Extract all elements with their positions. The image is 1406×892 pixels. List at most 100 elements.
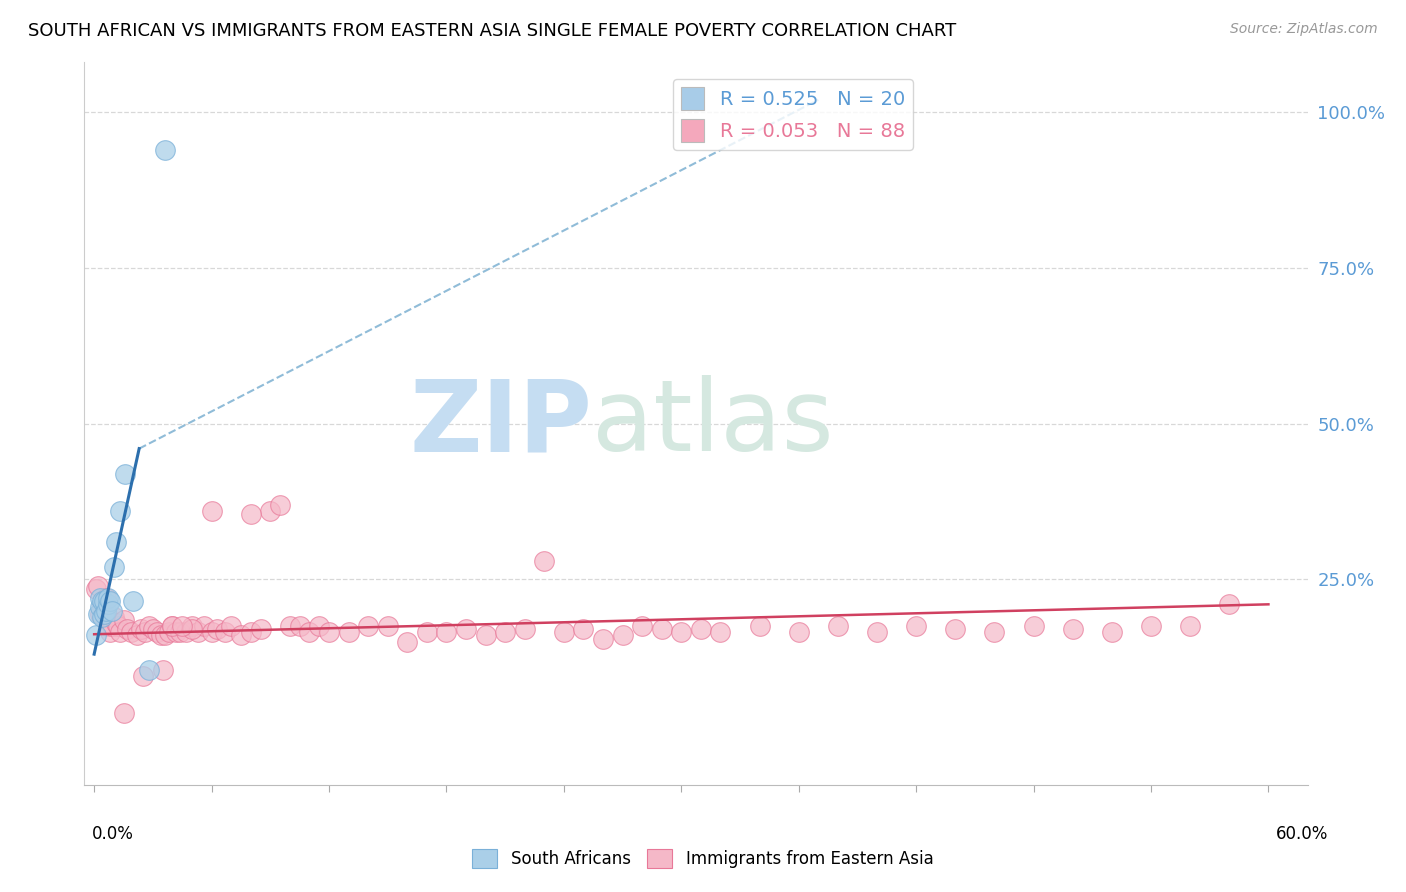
Point [269, 498, 291, 512]
Point [1140, 619, 1163, 633]
Point [112, 706, 135, 721]
Point [97, 591, 120, 606]
Point [87, 607, 110, 621]
Point [112, 613, 135, 627]
Point [165, 625, 187, 640]
Point [308, 619, 330, 633]
Point [533, 554, 555, 568]
Point [454, 622, 477, 636]
Text: 0.0%: 0.0% [91, 825, 134, 843]
Point [298, 625, 321, 640]
Point [249, 622, 271, 636]
Point [129, 622, 152, 636]
Point [153, 143, 176, 157]
Point [114, 467, 136, 481]
Point [337, 625, 360, 640]
Point [200, 625, 222, 640]
Point [229, 628, 252, 642]
Point [122, 594, 145, 608]
Point [172, 619, 194, 633]
Point [89, 600, 111, 615]
Point [612, 628, 634, 642]
Point [103, 560, 125, 574]
Point [278, 619, 301, 633]
Point [377, 619, 399, 633]
Point [93, 607, 115, 621]
Point [127, 628, 149, 642]
Point [146, 625, 169, 640]
Point [91, 609, 114, 624]
Point [866, 625, 889, 640]
Text: SOUTH AFRICAN VS IMMIGRANTS FROM EASTERN ASIA SINGLE FEMALE POVERTY CORRELATION : SOUTH AFRICAN VS IMMIGRANTS FROM EASTERN… [28, 22, 956, 40]
Point [748, 619, 770, 633]
Point [91, 600, 114, 615]
Point [1101, 625, 1123, 640]
Point [100, 619, 122, 633]
Text: ZIP: ZIP [409, 376, 592, 472]
Point [288, 619, 311, 633]
Point [108, 504, 131, 518]
Point [157, 625, 180, 640]
Point [162, 619, 184, 633]
Point [983, 625, 1005, 640]
Point [93, 607, 115, 621]
Point [87, 579, 110, 593]
Point [84, 628, 107, 642]
Text: Source: ZipAtlas.com: Source: ZipAtlas.com [1230, 22, 1378, 37]
Point [93, 594, 115, 608]
Point [91, 594, 114, 608]
Point [474, 628, 496, 642]
Point [239, 625, 262, 640]
Point [513, 622, 536, 636]
Point [187, 625, 209, 640]
Point [103, 609, 125, 624]
Point [1062, 622, 1084, 636]
Point [97, 609, 120, 624]
Point [162, 619, 184, 633]
Point [169, 625, 191, 640]
Point [149, 628, 172, 642]
Point [132, 669, 155, 683]
Point [84, 582, 107, 596]
Point [651, 622, 673, 636]
Point [138, 619, 160, 633]
Point [709, 625, 731, 640]
Point [827, 619, 849, 633]
Point [1022, 619, 1045, 633]
Point [97, 598, 120, 612]
Point [259, 504, 281, 518]
Point [94, 603, 117, 617]
Point [94, 591, 117, 606]
Point [357, 619, 380, 633]
Legend: South Africans, Immigrants from Eastern Asia: South Africans, Immigrants from Eastern … [465, 842, 941, 875]
Point [193, 619, 215, 633]
Point [200, 504, 222, 518]
Point [117, 622, 139, 636]
Point [98, 594, 121, 608]
Point [494, 625, 516, 640]
Point [153, 628, 176, 642]
Point [214, 625, 236, 640]
Legend: R = 0.525   N = 20, R = 0.053   N = 88: R = 0.525 N = 20, R = 0.053 N = 88 [673, 79, 912, 150]
Point [318, 625, 340, 640]
Point [108, 625, 131, 640]
Point [89, 607, 111, 621]
Point [689, 622, 711, 636]
Point [631, 619, 654, 633]
Point [905, 619, 928, 633]
Point [416, 625, 439, 640]
Point [134, 625, 156, 640]
Point [100, 603, 122, 617]
Point [943, 622, 966, 636]
Point [104, 615, 127, 630]
Point [89, 591, 111, 606]
Text: 60.0%: 60.0% [1277, 825, 1329, 843]
Point [142, 622, 165, 636]
Point [120, 625, 142, 640]
Point [1218, 598, 1240, 612]
Point [104, 535, 127, 549]
Point [553, 625, 575, 640]
Point [107, 619, 129, 633]
Point [174, 625, 197, 640]
Point [152, 663, 174, 677]
